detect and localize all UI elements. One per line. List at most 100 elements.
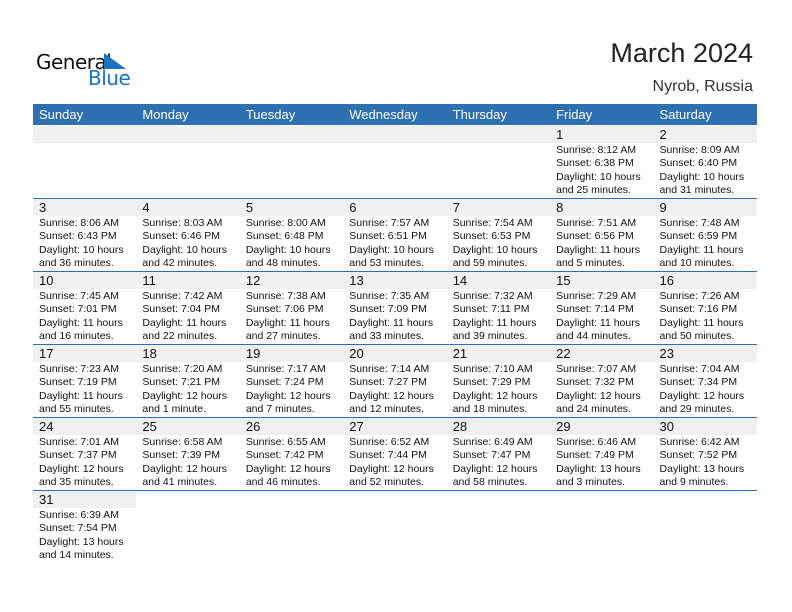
daylight2-text: and 7 minutes. bbox=[245, 403, 315, 416]
daylight1-text: Daylight: 10 hours bbox=[245, 243, 331, 256]
weekday-monday: Monday bbox=[142, 107, 189, 122]
daylight1-text: Daylight: 12 hours bbox=[142, 462, 228, 475]
day-number: 20 bbox=[343, 345, 447, 362]
daylight1-text: Daylight: 11 hours bbox=[39, 389, 123, 402]
empty-cell bbox=[136, 491, 239, 564]
daylight1-text: Daylight: 12 hours bbox=[39, 462, 124, 475]
daylight2-text: and 3 minutes. bbox=[556, 476, 625, 489]
daylight2-text: and 22 minutes. bbox=[142, 330, 218, 343]
week-row: 31 Sunrise: 6:39 AM Sunset: 7:54 PM Dayligh… bbox=[33, 491, 757, 564]
sunrise-text: Sunrise: 7:32 AM bbox=[452, 290, 533, 302]
daylight2-text: and 52 minutes. bbox=[349, 476, 424, 489]
day-cell: 3 Sunrise: 8:06 AM Sunset: 6:43 PM Daylight… bbox=[33, 199, 137, 271]
day-cell: 30 Sunrise: 6:42 AM Sunset: 7:52 PM Dayligh… bbox=[653, 418, 757, 490]
week-row: 10 Sunrise: 7:45 AM Sunset: 7:01 PM Dayligh… bbox=[33, 272, 757, 345]
day-number: 2 bbox=[653, 126, 757, 143]
daylight1-text: Daylight: 11 hours bbox=[349, 316, 434, 329]
day-number: 10 bbox=[33, 272, 137, 289]
sunset-text: Sunset: 7:04 PM bbox=[142, 303, 221, 316]
day-cell: 19 Sunrise: 7:17 AM Sunset: 7:24 PM Dayligh… bbox=[239, 345, 344, 417]
empty-band bbox=[343, 126, 447, 143]
daylight2-text: and 29 minutes. bbox=[659, 403, 735, 416]
sunrise-text: Sunrise: 7:42 AM bbox=[142, 290, 223, 302]
day-cell: 16 Sunrise: 7:26 AM Sunset: 7:16 PM Dayligh… bbox=[653, 272, 757, 344]
weekday-saturday: Saturday bbox=[659, 107, 712, 122]
day-cell: 2 Sunrise: 8:09 AM Sunset: 6:40 PM Daylight… bbox=[653, 126, 757, 198]
sunset-text: Sunset: 7:16 PM bbox=[659, 303, 738, 316]
daylight2-text: and 33 minutes. bbox=[349, 330, 424, 343]
sunrise-text: Sunrise: 7:01 AM bbox=[39, 436, 119, 448]
day-number: 7 bbox=[446, 199, 551, 216]
day-number: 24 bbox=[33, 418, 137, 435]
daylight2-text: and 46 minutes. bbox=[245, 476, 321, 489]
daylight2-text: and 48 minutes. bbox=[245, 257, 321, 270]
weekday-thursday: Thursday bbox=[452, 107, 507, 122]
day-number: 13 bbox=[343, 272, 447, 289]
sunrise-text: Sunrise: 8:03 AM bbox=[142, 217, 223, 229]
daylight1-text: Daylight: 11 hours bbox=[556, 316, 640, 329]
sunrise-text: Sunrise: 7:23 AM bbox=[39, 363, 119, 375]
weekday-sunday: Sunday bbox=[39, 107, 84, 122]
day-number: 14 bbox=[446, 272, 551, 289]
daylight1-text: Daylight: 11 hours bbox=[245, 316, 330, 329]
daylight1-text: Daylight: 12 hours bbox=[349, 462, 434, 475]
daylight2-text: and 50 minutes. bbox=[659, 330, 735, 343]
empty-cell bbox=[33, 126, 137, 198]
sunset-text: Sunset: 6:59 PM bbox=[659, 230, 738, 243]
sunrise-text: Sunrise: 7:54 AM bbox=[452, 217, 533, 229]
logo-triangle-icon bbox=[104, 53, 126, 69]
day-number: 5 bbox=[239, 199, 344, 216]
sunrise-text: Sunrise: 7:51 AM bbox=[556, 217, 637, 229]
daylight1-text: Daylight: 12 hours bbox=[245, 462, 331, 475]
day-number: 31 bbox=[33, 491, 137, 508]
empty-cell bbox=[446, 126, 551, 198]
daylight1-text: Daylight: 11 hours bbox=[556, 243, 640, 256]
empty-band bbox=[446, 126, 551, 143]
sunrise-text: Sunrise: 7:14 AM bbox=[349, 363, 430, 375]
day-number: 23 bbox=[653, 345, 757, 362]
sunset-text: Sunset: 7:52 PM bbox=[659, 449, 738, 462]
weekday-wednesday: Wednesday bbox=[349, 107, 418, 122]
daylight1-text: Daylight: 11 hours bbox=[142, 316, 227, 329]
sunset-text: Sunset: 7:47 PM bbox=[452, 449, 531, 462]
empty-cell bbox=[239, 126, 344, 198]
day-number: 18 bbox=[136, 345, 240, 362]
sunrise-text: Sunrise: 7:45 AM bbox=[39, 290, 119, 302]
sunset-text: Sunset: 7:49 PM bbox=[556, 449, 634, 462]
day-number: 6 bbox=[343, 199, 447, 216]
daylight2-text: and 14 minutes. bbox=[39, 549, 114, 562]
daylight2-text: and 9 minutes. bbox=[659, 476, 729, 489]
sunset-text: Sunset: 7:19 PM bbox=[39, 376, 117, 389]
sunset-text: Sunset: 7:11 PM bbox=[452, 303, 530, 316]
daylight2-text: and 5 minutes. bbox=[556, 257, 625, 270]
sunrise-text: Sunrise: 6:49 AM bbox=[452, 436, 533, 448]
daylight1-text: Daylight: 10 hours bbox=[142, 243, 228, 256]
daylight2-text: and 41 minutes. bbox=[142, 476, 218, 489]
sunrise-text: Sunrise: 8:09 AM bbox=[659, 144, 740, 156]
daylight2-text: and 24 minutes. bbox=[556, 403, 631, 416]
empty-cell bbox=[447, 491, 550, 564]
day-cell: 18 Sunrise: 7:20 AM Sunset: 7:21 PM Dayligh… bbox=[136, 345, 240, 417]
daylight1-text: Daylight: 11 hours bbox=[659, 316, 744, 329]
daylight1-text: Daylight: 13 hours bbox=[659, 462, 745, 475]
day-cell: 10 Sunrise: 7:45 AM Sunset: 7:01 PM Dayligh… bbox=[33, 272, 137, 344]
day-cell: 8 Sunrise: 7:51 AM Sunset: 6:56 PM Daylight… bbox=[550, 199, 654, 271]
sunset-text: Sunset: 6:53 PM bbox=[452, 230, 531, 243]
daylight2-text: and 16 minutes. bbox=[39, 330, 114, 343]
day-number: 26 bbox=[239, 418, 344, 435]
daylight1-text: Daylight: 13 hours bbox=[39, 535, 124, 548]
sunrise-text: Sunrise: 7:38 AM bbox=[245, 290, 326, 302]
logo-text-blue: Blue bbox=[88, 66, 131, 90]
day-cell: 17 Sunrise: 7:23 AM Sunset: 7:19 PM Dayligh… bbox=[33, 345, 137, 417]
daylight2-text: and 25 minutes. bbox=[556, 184, 631, 197]
daylight2-text: and 12 minutes. bbox=[349, 403, 424, 416]
sunset-text: Sunset: 6:48 PM bbox=[245, 230, 324, 243]
sunrise-text: Sunrise: 8:12 AM bbox=[556, 144, 637, 156]
day-number: 4 bbox=[136, 199, 240, 216]
daylight2-text: and 1 minute. bbox=[142, 403, 207, 416]
empty-cell bbox=[343, 491, 446, 564]
sunrise-text: Sunrise: 7:26 AM bbox=[659, 290, 740, 302]
daylight1-text: Daylight: 10 hours bbox=[39, 243, 124, 256]
day-number: 3 bbox=[33, 199, 137, 216]
day-cell: 25 Sunrise: 6:58 AM Sunset: 7:39 PM Dayligh… bbox=[136, 418, 240, 490]
